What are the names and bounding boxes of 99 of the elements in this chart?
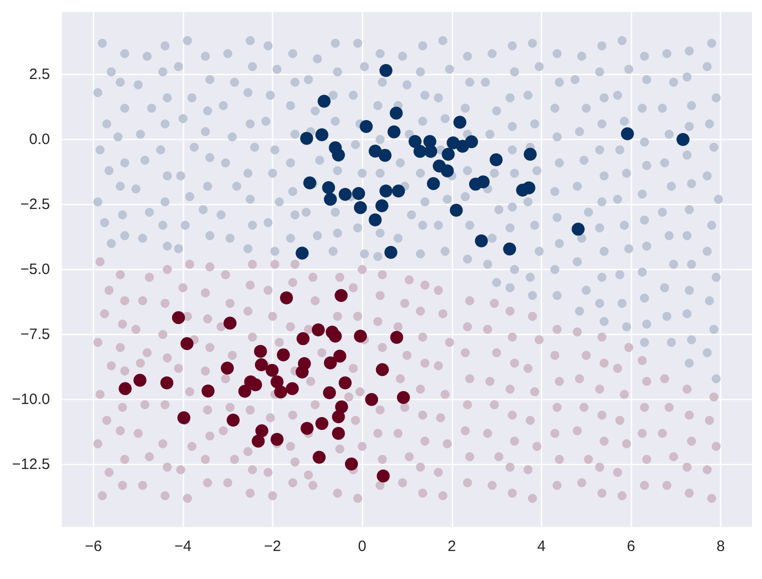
point [396, 390, 410, 404]
point [334, 289, 348, 302]
point [118, 382, 132, 396]
point [220, 362, 234, 375]
point [376, 363, 389, 376]
point [332, 410, 345, 424]
point [266, 364, 279, 377]
point [476, 175, 490, 188]
point [270, 432, 284, 446]
point [286, 382, 299, 396]
point [414, 144, 426, 158]
y-tick-label: 2.5 [29, 66, 50, 83]
x-tick-label: 2 [448, 538, 456, 555]
point [368, 144, 382, 158]
point [490, 153, 503, 166]
point [524, 148, 537, 161]
y-tick-label: −2.5 [20, 196, 50, 213]
y-tick-label: 0.0 [29, 130, 50, 148]
point [328, 330, 342, 343]
point [255, 424, 268, 438]
point [376, 470, 390, 483]
point [300, 132, 314, 145]
x-tick-label: 8 [716, 538, 725, 555]
point [426, 177, 440, 190]
point [280, 291, 293, 304]
point [254, 344, 267, 358]
point [332, 148, 345, 162]
point [450, 204, 463, 217]
x-tick-label: 0 [358, 538, 366, 555]
x-tick-label: −6 [84, 538, 102, 555]
point [388, 125, 401, 138]
point [180, 337, 194, 350]
point [453, 116, 466, 129]
point [378, 148, 392, 162]
x-tick-label: −2 [264, 538, 282, 555]
point [354, 201, 367, 214]
point [254, 358, 268, 372]
point [474, 234, 488, 248]
point [332, 426, 345, 440]
point [368, 213, 382, 226]
point [296, 365, 309, 378]
point [379, 184, 392, 198]
point [360, 120, 373, 133]
point [324, 356, 337, 370]
point [202, 384, 215, 398]
point [676, 132, 690, 146]
point [322, 181, 336, 194]
point [375, 199, 388, 212]
point [274, 386, 288, 399]
point [226, 414, 240, 427]
point [177, 411, 190, 424]
point [224, 316, 237, 330]
point [300, 422, 314, 435]
point [408, 135, 422, 148]
point [442, 148, 455, 161]
point [333, 350, 346, 363]
point [160, 376, 174, 390]
point [324, 192, 337, 206]
point [296, 332, 310, 346]
point [276, 348, 290, 362]
point [465, 135, 478, 148]
point [238, 384, 252, 398]
y-tick-label: −7.5 [20, 326, 50, 344]
point [390, 106, 403, 120]
y-tick-label: −12.5 [12, 456, 50, 474]
y-tick-label: −5.0 [20, 261, 50, 278]
point [312, 323, 325, 336]
point [390, 330, 404, 344]
point [323, 386, 336, 400]
point [365, 393, 378, 406]
point [312, 450, 326, 464]
point [344, 458, 358, 471]
point [296, 246, 309, 260]
point [270, 375, 284, 388]
point [249, 378, 262, 392]
point [354, 330, 367, 343]
point [440, 164, 454, 178]
y-tick-label: −10.0 [12, 391, 50, 408]
x-tick-label: 4 [537, 538, 546, 555]
x-tick-label: 6 [626, 538, 636, 555]
point [315, 128, 328, 142]
point [303, 176, 316, 190]
point [572, 222, 585, 236]
point [379, 64, 392, 78]
point [352, 187, 366, 200]
point [172, 311, 185, 324]
point [318, 94, 331, 108]
point [338, 188, 352, 201]
point [503, 242, 516, 256]
point [392, 184, 405, 198]
x-tick-label: −4 [174, 538, 192, 555]
point [133, 374, 146, 387]
point [315, 416, 328, 430]
point [384, 246, 398, 259]
point [620, 127, 634, 140]
point [522, 181, 536, 194]
point [338, 376, 352, 390]
point [252, 434, 265, 448]
point [424, 144, 438, 158]
